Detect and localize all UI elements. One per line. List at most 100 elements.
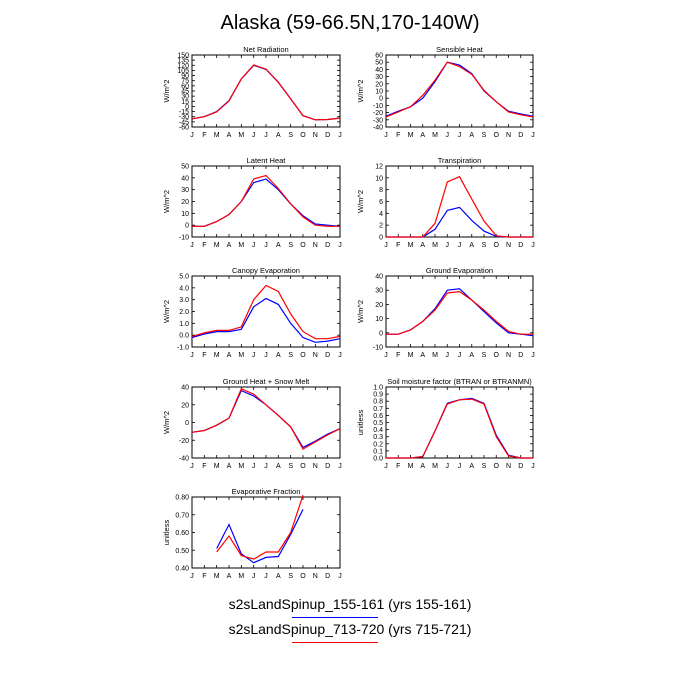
panel-title: Transpiration [438,156,482,165]
y-tick-label: 5.0 [179,274,189,281]
x-tick-label: A [227,242,232,249]
y-tick-label: -40 [373,125,383,132]
x-tick-label: M [238,573,244,580]
x-tick-label: F [396,242,400,249]
y-axis-label: W/m^2 [162,300,171,323]
y-tick-label: 135 [177,58,189,65]
x-tick-label: J [338,573,342,580]
y-tick-label: 20 [375,302,383,309]
x-tick-label: S [482,463,487,470]
x-tick-label: N [313,242,318,249]
y-tick-label: 0.8 [373,399,383,406]
y-tick-label: 0 [185,420,189,427]
x-tick-label: M [214,242,220,249]
y-tick-label: 60 [375,53,383,60]
y-tick-label: 0.1 [373,448,383,455]
x-tick-label: J [190,573,194,580]
y-tick-label: 4 [379,211,383,218]
x-tick-label: A [420,132,425,139]
x-tick-label: N [506,242,511,249]
x-tick-label: J [264,463,268,470]
panel-title: Canopy Evaporation [232,266,300,275]
panel-title: Net Radiation [243,45,288,54]
x-tick-label: N [506,132,511,139]
page-title: Alaska (59-66.5N,170-140W) [220,12,480,34]
series-line-case1 [216,509,304,564]
y-tick-label: 0.0 [373,456,383,463]
x-tick-label: A [227,352,232,359]
x-tick-label: S [482,132,487,139]
x-tick-label: J [458,132,462,139]
panel-title: Ground Heat + Snow Melt [223,377,310,386]
y-tick-label: 90 [181,73,189,80]
y-tick-label: 0.60 [175,530,189,537]
x-tick-label: N [313,132,318,139]
x-tick-label: D [325,132,330,139]
x-tick-label: A [227,132,232,139]
y-tick-label: 0.9 [373,392,383,399]
legend-entry-case2: s2sLandSpinup_713-720 (yrs 715-721) [228,621,472,637]
x-tick-label: A [227,573,232,580]
x-tick-label: J [338,463,342,470]
y-tick-label: 30 [375,74,383,81]
x-tick-label: J [264,242,268,249]
x-tick-label: N [313,463,318,470]
series-line-case2 [191,64,341,121]
x-tick-label: M [408,463,414,470]
x-tick-label: J [458,463,462,470]
y-tick-label: 1.0 [179,321,189,328]
x-tick-label: M [432,463,438,470]
y-tick-label: 0.0 [179,333,189,340]
y-tick-label: 120 [177,63,189,70]
x-tick-label: J [252,573,256,580]
x-tick-label: J [252,352,256,359]
x-tick-label: M [238,242,244,249]
x-tick-label: J [446,352,450,359]
series-line-case1 [386,288,534,337]
x-tick-label: O [300,463,306,470]
y-tick-label: 0 [185,104,189,111]
x-tick-label: J [384,132,388,139]
plot-frame [385,386,534,459]
y-tick-label: 0 [185,223,189,230]
x-tick-label: O [494,463,500,470]
x-tick-label: N [313,573,318,580]
x-tick-label: A [469,132,474,139]
x-tick-label: O [494,242,500,249]
x-tick-label: J [190,242,194,249]
y-tick-label: 0.3 [373,434,383,441]
plot-frame [385,275,534,348]
x-tick-label: F [202,132,206,139]
y-tick-label: 45 [181,89,189,96]
x-tick-label: M [214,352,220,359]
x-tick-label: S [482,352,487,359]
series-line-case2 [192,174,340,227]
x-tick-label: M [238,132,244,139]
x-tick-label: D [325,463,330,470]
x-tick-label: J [384,242,388,249]
x-tick-label: M [408,352,414,359]
y-tick-label: -20 [179,438,189,445]
y-tick-label: -1.0 [177,345,189,352]
x-tick-label: F [202,573,206,580]
x-tick-label: M [214,573,220,580]
series-line-case1 [386,397,533,459]
y-tick-label: 20 [181,402,189,409]
x-tick-label: J [446,242,450,249]
series-line-case1 [191,297,341,343]
y-tick-label: -10 [373,345,383,352]
x-tick-label: D [518,463,523,470]
y-tick-label: 40 [375,274,383,281]
x-tick-label: A [469,242,474,249]
x-tick-label: J [252,242,256,249]
x-tick-label: F [202,352,206,359]
x-tick-label: S [288,132,293,139]
x-tick-label: D [518,242,523,249]
series-line-case2 [191,284,341,340]
y-tick-label: -15 [179,109,189,116]
y-tick-label: 0 [379,96,383,103]
y-tick-label: 0 [379,235,383,242]
x-tick-label: M [432,242,438,249]
plot-frame [191,386,341,459]
y-tick-label: 75 [181,78,189,85]
